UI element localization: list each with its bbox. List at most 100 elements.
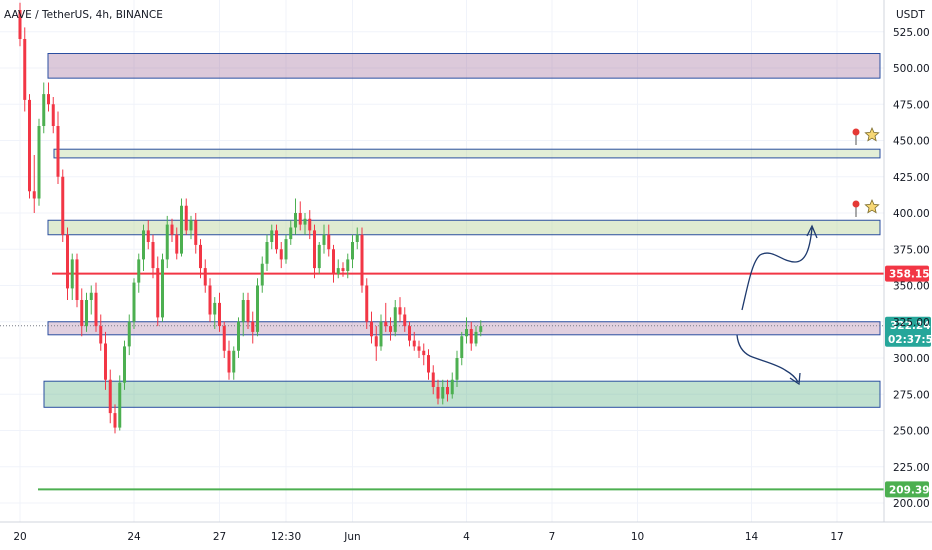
candle-body: [156, 268, 160, 318]
candle-body: [85, 300, 88, 327]
candle-body: [222, 326, 226, 351]
candle-body: [327, 234, 331, 250]
candle-body: [66, 234, 69, 289]
x-tick-label: Jun: [343, 531, 360, 543]
y-tick-label: 275.00: [893, 389, 930, 401]
support-zone-275: [43, 380, 881, 408]
candle-body: [417, 346, 421, 351]
candle-body: [431, 372, 435, 387]
candle-body: [313, 230, 316, 269]
candle-body: [403, 314, 407, 327]
candle-body: [47, 94, 50, 105]
candle-body: [336, 268, 340, 274]
candle-body: [251, 321, 255, 332]
current-price-label: 322.24: [890, 320, 931, 332]
x-tick-label: 12:30: [271, 531, 301, 543]
candle-body: [146, 230, 150, 242]
pin-icon: [852, 200, 860, 208]
candle-body: [203, 268, 207, 286]
currency-label: USDT: [896, 9, 925, 21]
candle-body: [94, 292, 98, 327]
candle-body: [460, 336, 464, 358]
candle-body: [208, 285, 212, 315]
candles-layer: [18, 2, 483, 434]
candle-body: [408, 326, 411, 341]
candle-body: [28, 99, 31, 192]
candle-body: [465, 329, 468, 337]
supply-zone-top: [47, 53, 881, 79]
candle-body: [341, 268, 345, 271]
resistance-zone-445: [53, 148, 881, 159]
candle-body: [137, 259, 141, 283]
time-axis[interactable]: 20 24 27 12:30 Jun 4 7 10 14 17: [13, 531, 843, 543]
y-tick-label: 225.00: [893, 462, 930, 474]
candle-body: [450, 379, 454, 395]
x-tick-label: 24: [127, 531, 141, 543]
x-tick-label: 7: [549, 531, 556, 543]
current-price-tag: [885, 316, 931, 347]
resistance-line-tag-label: 358.15: [889, 269, 930, 281]
candle-body: [474, 331, 478, 344]
candle-body: [23, 39, 27, 100]
x-tick-label: 4: [463, 531, 470, 543]
candle-body: [294, 213, 297, 228]
candle-body: [355, 234, 359, 242]
chart-title: AAVE / TetherUS, 4h, BINANCE: [4, 9, 163, 21]
y-tick-label: 450.00: [893, 136, 930, 148]
candle-body: [99, 326, 103, 344]
y-tick-label: 425.00: [893, 172, 930, 184]
candle-body: [42, 94, 46, 126]
candle-body: [18, 10, 22, 39]
pivot-zone-322: [47, 321, 881, 336]
candle-body: [104, 343, 107, 380]
y-tick-label: 325.00: [893, 317, 930, 329]
candle-body: [132, 282, 136, 322]
candle-body: [398, 307, 402, 315]
candle-body: [70, 259, 74, 289]
candle-body: [246, 300, 250, 322]
candle-body: [374, 336, 378, 347]
candle-body: [170, 224, 174, 235]
x-tick-label: 10: [631, 531, 644, 543]
candle-body: [142, 230, 145, 260]
candle-body: [393, 307, 397, 332]
candle-body: [51, 104, 55, 126]
x-tick-label: 14: [745, 531, 759, 543]
candle-body: [241, 300, 245, 322]
support-line-tag-label: 209.39: [889, 484, 930, 496]
candle-body: [389, 326, 392, 332]
candle-body: [218, 302, 221, 327]
candle-body: [384, 321, 388, 327]
candle-body: [256, 285, 259, 332]
candle-body: [351, 242, 354, 260]
star-icon: [864, 198, 880, 214]
drawings-layer: [736, 126, 880, 386]
y-tick-label: 400.00: [893, 208, 930, 220]
candle-body: [237, 321, 240, 351]
candle-body: [123, 346, 126, 383]
candle-body: [422, 350, 426, 356]
candle-body: [332, 249, 335, 274]
candle-body: [365, 285, 369, 322]
horizontal-lines-layer: 358.15 209.39 322.24 02:37:55: [0, 265, 932, 498]
candle-body: [455, 358, 459, 380]
candle-body: [317, 244, 321, 269]
candle-body: [165, 224, 169, 260]
candle-body: [436, 387, 440, 399]
price-axis[interactable]: 525.00 500.00 475.00 450.00 425.00 400.00 375.…: [893, 27, 930, 510]
candle-body: [284, 239, 288, 260]
candle-body: [108, 379, 112, 414]
candle-body: [161, 259, 164, 318]
candle-body: [213, 302, 217, 315]
resistance-zone-390: [47, 219, 881, 236]
candle-body: [118, 382, 122, 428]
candle-body: [37, 126, 41, 199]
candle-body: [322, 234, 326, 245]
candle-body: [469, 329, 473, 344]
candle-body: [227, 350, 231, 373]
candle-body: [479, 326, 483, 332]
candle-body: [441, 387, 445, 399]
y-tick-label: 200.00: [893, 498, 930, 510]
y-tick-label: 300.00: [893, 353, 930, 365]
